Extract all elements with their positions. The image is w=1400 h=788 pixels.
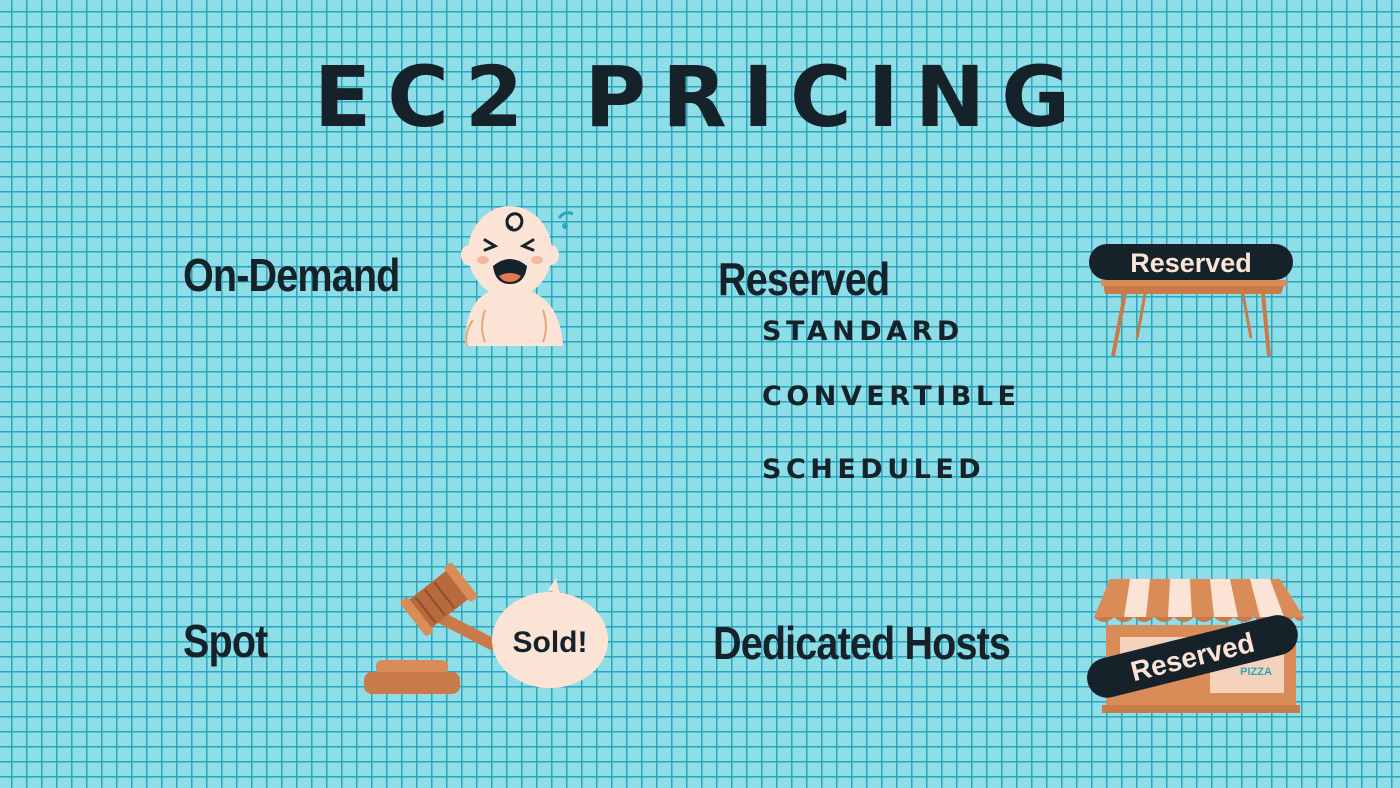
reserved-type-convertible: CONVERTIBLE	[762, 381, 1021, 412]
shop-sign: PIZZA	[1240, 666, 1272, 678]
reserved-shop-icon: PIZZA Reserved	[1087, 579, 1304, 713]
page-title: EC2 PRICING	[313, 48, 1087, 146]
dedicated-hosts-heading: Dedicated Hosts	[713, 617, 1011, 669]
reserved-heading: Reserved	[718, 253, 890, 305]
reserved-sign-label: Reserved	[1130, 248, 1252, 278]
on-demand-heading: On-Demand	[183, 249, 400, 301]
spot-bubble-text: Sold!	[513, 626, 588, 659]
auction-gavel-icon: Sold!	[364, 562, 608, 694]
spot-heading: Spot	[183, 615, 268, 667]
reserved-type-scheduled: SCHEDULED	[762, 454, 986, 485]
reserved-type-standard: STANDARD	[762, 316, 964, 347]
reserved-table-icon: Reserved	[1089, 244, 1293, 357]
crying-baby-icon	[461, 206, 574, 347]
